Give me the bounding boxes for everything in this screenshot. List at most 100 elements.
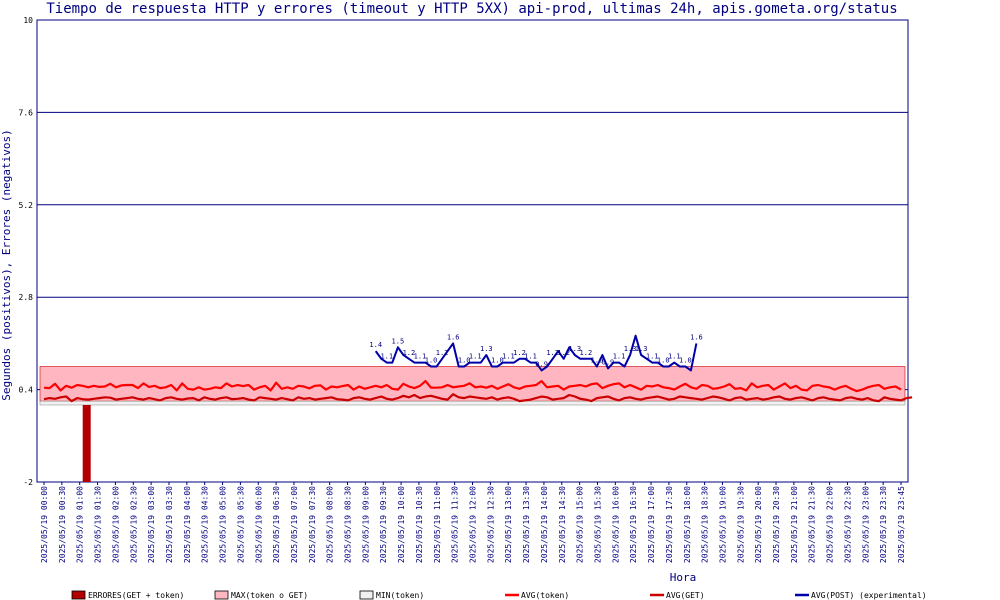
y-tick-label: -2 [23,478,33,487]
x-tick-label: 2025/05/19 01:00 [76,486,85,563]
data-label: 1.3 [635,345,648,353]
x-tick-label: 2025/05/19 12:30 [486,486,495,563]
legend: ERRORES(GET + token) MAX(token o GET) MIN(… [71,590,927,600]
legend-label: AVG(POST) (experimental) [811,591,927,600]
y-tick-label: 10 [23,16,33,25]
data-label: 1.1 [502,353,515,361]
data-label: 0.9 [602,358,615,366]
x-tick-label: 2025/05/19 09:30 [379,486,388,563]
data-label: 1.1 [469,353,482,361]
data-label: 1.3 [568,345,581,353]
x-tick-label: 2025/05/19 15:30 [593,486,602,563]
y-tick-label: 0.4 [19,386,34,395]
data-label: 1.6 [447,333,460,341]
data-label: 1.0 [657,357,670,365]
data-label: 1.2 [546,349,559,357]
y-ticks: 10 7.6 5.2 2.8 0.4 -2 [19,16,34,487]
x-tick-label: 2025/05/19 05:00 [219,486,228,563]
x-tick-label: 2025/05/19 00:00 [40,486,49,563]
legend-label: AVG(token) [521,591,569,600]
x-tick-label: 2025/05/19 11:00 [433,486,442,563]
legend-label: MIN(token) [376,591,424,600]
data-label: 1.0 [425,357,438,365]
x-tick-label: 2025/05/19 10:30 [415,486,424,563]
x-tick-label: 2025/05/19 06:00 [254,486,263,563]
x-tick-label: 2025/05/19 14:30 [558,486,567,563]
x-tick-label: 2025/05/19 07:30 [308,486,317,563]
data-label: 1.1 [668,353,681,361]
x-tick-label: 2025/05/19 20:00 [754,486,763,563]
x-tick-label: 2025/05/19 21:00 [790,486,799,563]
x-tick-label: 2025/05/19 22:30 [843,486,852,563]
data-label: 1.4 [369,341,382,349]
error-bar [82,405,91,482]
x-tick-label: 2025/05/19 19:00 [718,486,727,563]
x-tick-label: 2025/05/19 23:45 [897,486,906,563]
x-tick-label: 2025/05/19 03:30 [165,486,174,563]
data-label: 1.2 [580,349,593,357]
legend-label: ERRORES(GET + token) [88,591,184,600]
legend-swatch [214,590,229,600]
x-tick-label: 2025/05/19 22:00 [826,486,835,563]
x-tick-label: 2025/05/19 00:30 [58,486,67,563]
data-label: 0.9 [535,360,548,368]
y-tick-label: 5.2 [19,201,34,210]
x-axis-label: Hora [670,571,697,584]
x-tick-label: 2025/05/19 15:00 [576,486,585,563]
y-axis-label: Segundos (positivos), Errores (negativos… [0,129,13,401]
x-tick-label: 2025/05/19 17:00 [647,486,656,563]
legend-swatch [71,590,86,600]
data-label: 1.2 [436,349,449,357]
x-tick-label: 2025/05/19 11:30 [451,486,460,563]
x-tick-label: 2025/05/19 02:30 [129,486,138,563]
x-tick-label: 2025/05/19 08:30 [344,486,353,563]
data-label: 1.0 [458,357,471,365]
data-label: 1.0 [591,357,604,365]
x-tick-label: 2025/05/19 06:30 [272,486,281,563]
legend-label: MAX(token o GET) [231,591,308,600]
x-tick-label: 2025/05/19 23:00 [861,486,870,563]
y-tick-label: 2.8 [19,293,34,302]
x-tick-label: 2025/05/19 16:00 [611,486,620,563]
x-tick-label: 2025/05/19 01:30 [94,486,103,563]
data-label: 1.0 [491,357,504,365]
series-lines [43,334,913,403]
chart-title: Tiempo de respuesta HTTP y errores (time… [46,1,897,17]
data-label: 1.2 [403,349,416,357]
x-tick-label: 2025/05/19 04:30 [201,486,210,563]
x-tick-label: 2025/05/19 17:30 [665,486,674,563]
legend-label: AVG(GET) [666,591,705,600]
data-label: 1.2 [513,349,526,357]
data-label: 1.3 [624,345,637,353]
data-label: 1.2 [557,349,570,357]
series-line-3 [374,334,698,372]
x-tick-label: 2025/05/19 14:00 [540,486,549,563]
data-labels: 1.41.11.51.21.11.01.21.61.01.11.31.01.11… [369,333,702,368]
data-label: 1.5 [392,337,405,345]
x-tick-label: 2025/05/19 09:00 [361,486,370,563]
x-tick-label: 2025/05/19 19:30 [736,486,745,563]
x-tick-label: 2025/05/19 05:30 [236,486,245,563]
x-tick-label: 2025/05/19 16:30 [629,486,638,563]
data-label: 1.3 [480,345,493,353]
data-label: 1.1 [613,353,626,361]
x-tick-label: 2025/05/19 13:00 [504,486,513,563]
data-label: 1.1 [414,353,427,361]
x-ticks: 2025/05/19 00:00 2025/05/19 00:30 2025/05/… [40,482,906,563]
data-label: 1.1 [524,353,537,361]
x-tick-label: 2025/05/19 18:30 [701,486,710,563]
series-line-2 [43,393,913,403]
plot-area [36,19,909,483]
x-tick-label: 2025/05/19 13:30 [522,486,531,563]
legend-swatch [359,590,374,600]
x-tick-label: 2025/05/19 02:00 [111,486,120,563]
x-tick-label: 2025/05/19 10:00 [397,486,406,563]
plot-frame [36,19,909,483]
x-tick-label: 2025/05/19 08:00 [326,486,335,563]
x-tick-label: 2025/05/19 23:30 [879,486,888,563]
x-tick-label: 2025/05/19 07:00 [290,486,299,563]
x-tick-label: 2025/05/19 12:00 [469,486,478,563]
error-bars [82,405,91,482]
data-label: 1.1 [380,353,393,361]
